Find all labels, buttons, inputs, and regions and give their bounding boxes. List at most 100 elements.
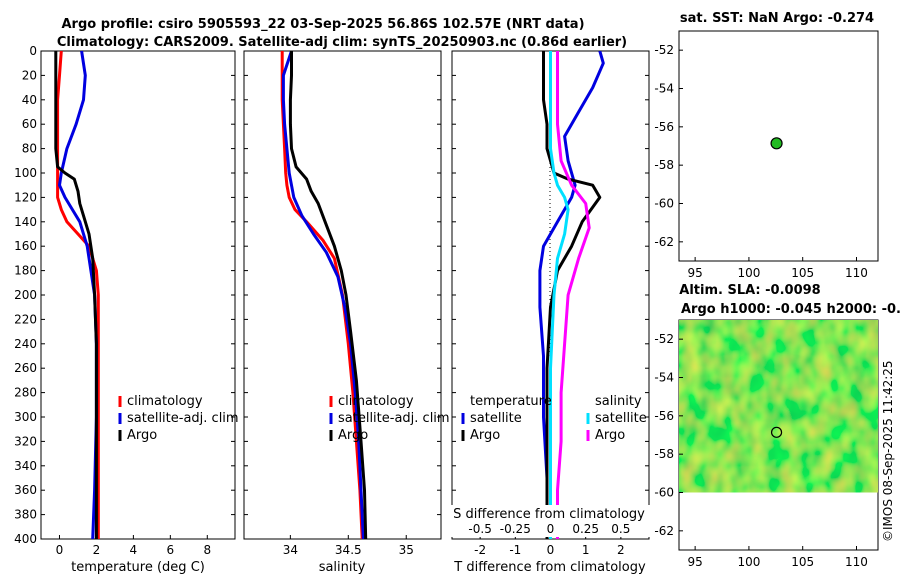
temperature-xtick-label: 6 <box>167 543 175 557</box>
temperature-ytick-label: 360 <box>14 483 37 497</box>
sla_map-xtick-label: 110 <box>845 555 868 569</box>
differences-xtick-label: -2 <box>474 543 486 557</box>
difference-legend: temperature satellite Argo salinity sate… <box>461 394 647 443</box>
sla_map-ytick-label: -54 <box>654 371 674 385</box>
temperature-ytick-label: 160 <box>14 239 37 253</box>
temperature-legend-satellite: satellite-adj. clim <box>127 411 239 426</box>
sst-map-axis-ticks: 95 100 105 110 -52 -54 -56 -58 -60 -62 <box>654 43 868 280</box>
sst_map-ytick-label: -54 <box>654 82 674 96</box>
salinity-legend: climatology satellite-adj. clim Argo <box>329 394 450 443</box>
temperature-ytick-label: 280 <box>14 386 37 400</box>
temperature-ytick-label: 20 <box>22 68 37 82</box>
temperature-xtick-label: 4 <box>130 543 138 557</box>
temperature-ytick-label: 320 <box>14 434 37 448</box>
differences-series-temperature-satellite <box>538 51 605 539</box>
sla_map-ytick-label: -52 <box>654 332 674 346</box>
temperature-ytick-label: 0 <box>29 44 37 58</box>
difference-panel: -2 -1 0 1 2 T difference from climatology S … <box>447 50 651 575</box>
differences-series-salinity-argo <box>556 51 591 539</box>
sla-map-axis-ticks: 95 100 105 110 -52 -54 -56 -58 -60 -62 <box>654 332 868 569</box>
temperature-ytick-label: 300 <box>14 410 37 424</box>
sst_map-xtick-label: 110 <box>845 266 868 280</box>
temperature-xlabel: temperature (deg C) <box>71 560 205 575</box>
temperature-ytick-label: 180 <box>14 264 37 278</box>
temperature-legend: climatology satellite-adj. clim Argo <box>118 394 239 443</box>
salinity-legend-argo: Argo <box>338 428 368 443</box>
temperature-ytick-label: 140 <box>14 215 37 229</box>
salinity-xtick-label: 34 <box>283 543 298 557</box>
salinity-xlabel: salinity <box>319 560 366 575</box>
differences-xtick-label: 0 <box>547 543 555 557</box>
figure-title-line1: Argo profile: csiro 5905593_22 03-Sep-20… <box>61 17 584 32</box>
differences-xtick-label: 1 <box>582 543 590 557</box>
temperature-ytick-label: 40 <box>22 93 37 107</box>
difference-top-tick-label: 0.25 <box>572 522 599 536</box>
temperature-xtick-label: 2 <box>93 543 101 557</box>
temperature-legend-climatology: climatology <box>127 394 203 409</box>
difference-top-label: S difference from climatology <box>453 507 645 522</box>
sla-map-panel: Altim. SLA: -0.0098 Argo h1000: -0.045 h… <box>654 283 900 569</box>
temperature-xtick-label: 8 <box>203 543 211 557</box>
sst-map-title: sat. SST: NaN Argo: -0.274 <box>680 11 874 26</box>
temperature-ytick-label: 120 <box>14 190 37 204</box>
sst_map-ytick-label: -62 <box>654 235 674 249</box>
salinity-panel: 34 34.5 35 salinity climatology satellite-… <box>243 50 450 575</box>
salinity-series-satellite-adj-clim <box>281 51 365 539</box>
temperature-ytick-label: 200 <box>14 288 37 302</box>
difference-lines <box>538 51 605 539</box>
temperature-ytick-label: 380 <box>14 508 37 522</box>
temperature-lines <box>54 51 100 539</box>
temperature-ytick-label: 80 <box>22 142 37 156</box>
difference-top-tick-label: -0.5 <box>468 522 491 536</box>
difference-legend-temp-argo: Argo <box>470 428 500 443</box>
sst_map-ytick-label: -56 <box>654 120 674 134</box>
sst_map-ytick-label: -60 <box>654 197 674 211</box>
difference-axis-ticks: -2 -1 0 1 2 <box>452 50 649 557</box>
sst_map-xtick-label: 95 <box>687 266 702 280</box>
temperature-axis-ticks: 0 2 4 6 802040608010012014016018020022024026… <box>14 44 235 557</box>
salinity-legend-climatology: climatology <box>338 394 414 409</box>
temperature-legend-argo: Argo <box>127 428 157 443</box>
sla_map-xtick-label: 95 <box>687 555 702 569</box>
imos-timestamp-label: ©IMOS 08-Sep-2025 11:42:25 <box>881 360 895 542</box>
difference-legend-sal-argo: Argo <box>595 428 625 443</box>
temperature-ytick-label: 260 <box>14 361 37 375</box>
temperature-panel: 0 2 4 6 802040608010012014016018020022024026… <box>14 44 239 575</box>
differences-series-salinity-satellite <box>549 51 570 539</box>
difference-legend-temp-satellite: satellite <box>470 411 522 426</box>
salinity-axis-ticks: 34 34.5 35 <box>244 50 441 557</box>
sla_map-xtick-label: 100 <box>737 555 760 569</box>
sst_map-xtick-label: 100 <box>737 266 760 280</box>
sla-argo-position-marker <box>770 426 783 438</box>
differences-xtick-label: 2 <box>617 543 625 557</box>
sla-map-points <box>770 426 783 438</box>
sla-heatmap-field <box>679 320 878 493</box>
difference-top-axis-background <box>447 505 651 537</box>
temperature-plot-frame <box>40 50 236 540</box>
sst-argo-position-marker <box>770 137 783 150</box>
sla_map-ytick-label: -62 <box>654 524 674 538</box>
temperature-series-climatology <box>56 51 100 539</box>
salinity-lines <box>280 51 368 539</box>
sst_map-ytick-label: -58 <box>654 158 674 172</box>
differences-series-temperature-argo <box>542 51 602 539</box>
sla-map-title-line2: Argo h1000: -0.045 h2000: -0.055 <box>681 302 900 317</box>
sla-heatmap <box>679 320 878 493</box>
sla_map-ytick-label: -58 <box>654 447 674 461</box>
salinity-xtick-label: 34.5 <box>335 543 362 557</box>
salinity-series-argo <box>288 51 368 539</box>
sst-map-panel: sat. SST: NaN Argo: -0.274 95 100 105 110 -5… <box>654 11 879 280</box>
temperature-series-argo <box>54 51 98 539</box>
temperature-ytick-label: 60 <box>22 117 37 131</box>
sla-map-title-line1: Altim. SLA: -0.0098 <box>679 283 820 298</box>
sst_map-xtick-label: 105 <box>791 266 814 280</box>
temperature-ytick-label: 240 <box>14 337 37 351</box>
temperature-ytick-label: 220 <box>14 312 37 326</box>
difference-legend-sal-satellite: satellite <box>595 411 647 426</box>
sla_map-ytick-label: -56 <box>654 409 674 423</box>
sla_map-ytick-label: -60 <box>654 486 674 500</box>
temperature-ytick-label: 100 <box>14 166 37 180</box>
sla_map-xtick-label: 105 <box>791 555 814 569</box>
sst-map-points <box>770 137 783 150</box>
